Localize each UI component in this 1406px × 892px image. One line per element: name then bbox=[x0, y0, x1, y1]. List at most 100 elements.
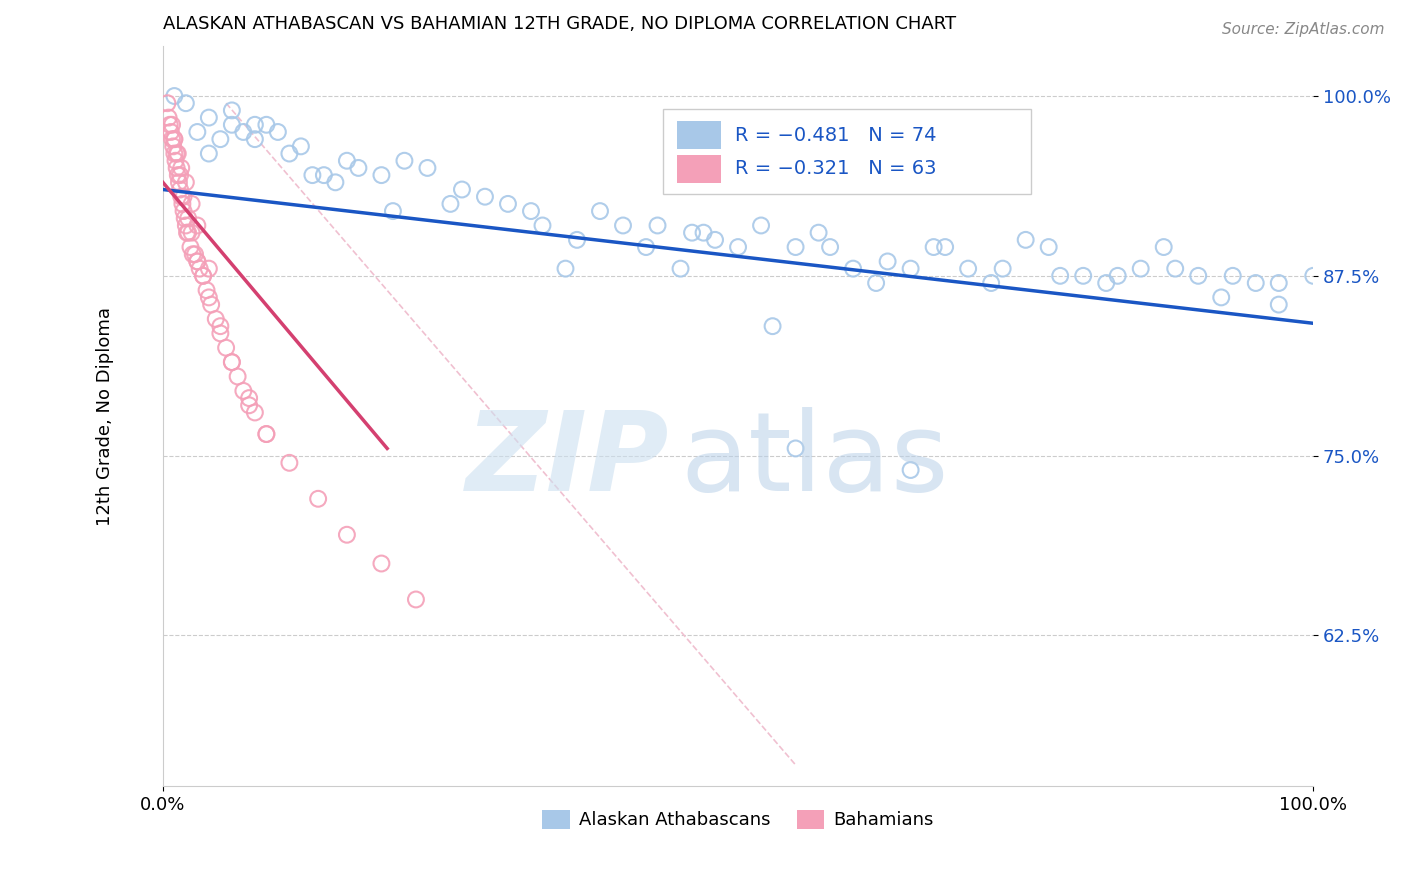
Point bbox=[176, 226, 198, 240]
Point bbox=[238, 391, 260, 405]
Point bbox=[163, 89, 186, 103]
Point bbox=[166, 146, 188, 161]
Point bbox=[188, 261, 211, 276]
Text: atlas: atlas bbox=[681, 407, 949, 514]
Point bbox=[347, 161, 370, 175]
Point bbox=[160, 118, 183, 132]
Point bbox=[1107, 268, 1129, 283]
Point bbox=[681, 226, 703, 240]
Point bbox=[818, 240, 841, 254]
Point bbox=[209, 132, 232, 146]
Point bbox=[785, 442, 807, 456]
Point bbox=[1268, 297, 1291, 311]
Point bbox=[204, 312, 226, 326]
Point bbox=[221, 118, 243, 132]
Point bbox=[565, 233, 588, 247]
Point bbox=[1129, 261, 1152, 276]
Point bbox=[184, 247, 207, 261]
Point bbox=[174, 219, 197, 233]
Point bbox=[156, 96, 179, 111]
Point bbox=[405, 592, 427, 607]
Point bbox=[727, 240, 749, 254]
Point bbox=[254, 427, 277, 442]
Point bbox=[842, 261, 865, 276]
Point bbox=[1014, 233, 1036, 247]
Point bbox=[589, 204, 612, 219]
Point bbox=[174, 175, 197, 189]
Text: R = −0.481   N = 74: R = −0.481 N = 74 bbox=[734, 126, 936, 145]
Point bbox=[267, 125, 290, 139]
Point bbox=[1164, 261, 1187, 276]
Point bbox=[254, 427, 277, 442]
Point bbox=[198, 146, 221, 161]
Point bbox=[312, 168, 335, 182]
Point bbox=[169, 168, 191, 182]
Point bbox=[416, 161, 439, 175]
Point bbox=[198, 290, 221, 304]
Point bbox=[934, 240, 956, 254]
Point bbox=[692, 226, 714, 240]
Point bbox=[232, 384, 254, 398]
Point bbox=[554, 261, 576, 276]
Point bbox=[1222, 268, 1244, 283]
Point bbox=[226, 369, 249, 384]
Point bbox=[198, 111, 221, 125]
Point bbox=[474, 190, 496, 204]
FancyBboxPatch shape bbox=[664, 109, 1032, 194]
Point bbox=[278, 456, 301, 470]
Point bbox=[221, 103, 243, 118]
Text: 12th Grade, No Diploma: 12th Grade, No Diploma bbox=[97, 307, 114, 525]
Point bbox=[496, 197, 519, 211]
Point bbox=[170, 190, 193, 204]
FancyBboxPatch shape bbox=[678, 154, 721, 183]
Point bbox=[191, 268, 214, 283]
Point bbox=[1187, 268, 1209, 283]
Point bbox=[785, 240, 807, 254]
Point bbox=[191, 268, 214, 283]
Point bbox=[160, 125, 183, 139]
Point bbox=[290, 139, 312, 153]
Point bbox=[439, 197, 461, 211]
Point bbox=[186, 254, 208, 268]
Point bbox=[1071, 268, 1094, 283]
Text: R = −0.321   N = 63: R = −0.321 N = 63 bbox=[734, 159, 936, 178]
Point bbox=[370, 557, 392, 571]
Point bbox=[180, 197, 202, 211]
Text: Source: ZipAtlas.com: Source: ZipAtlas.com bbox=[1222, 22, 1385, 37]
Point bbox=[160, 132, 183, 146]
Point bbox=[1095, 276, 1118, 290]
Point bbox=[325, 175, 347, 189]
Point bbox=[876, 254, 898, 268]
Point bbox=[749, 219, 772, 233]
Point bbox=[181, 247, 204, 261]
Point bbox=[307, 491, 329, 506]
Point bbox=[991, 261, 1014, 276]
Point bbox=[166, 168, 188, 182]
Point bbox=[180, 226, 202, 240]
Point bbox=[761, 319, 783, 334]
Point bbox=[209, 319, 232, 334]
Point bbox=[221, 355, 243, 369]
Point bbox=[173, 190, 195, 204]
Point bbox=[1302, 268, 1324, 283]
Point bbox=[1268, 276, 1291, 290]
Point bbox=[163, 146, 186, 161]
Point bbox=[159, 118, 181, 132]
Point bbox=[186, 254, 208, 268]
Point bbox=[336, 527, 359, 541]
Point bbox=[634, 240, 657, 254]
Point bbox=[520, 204, 543, 219]
Point bbox=[238, 398, 260, 412]
Point bbox=[1244, 276, 1267, 290]
Point bbox=[647, 219, 669, 233]
Point bbox=[165, 153, 187, 168]
Point bbox=[531, 219, 554, 233]
Point bbox=[1211, 290, 1233, 304]
Point bbox=[612, 219, 634, 233]
Point bbox=[865, 276, 887, 290]
Point bbox=[278, 146, 301, 161]
Text: ZIP: ZIP bbox=[465, 407, 669, 514]
Point bbox=[186, 219, 208, 233]
Point bbox=[669, 261, 692, 276]
FancyBboxPatch shape bbox=[678, 121, 721, 149]
